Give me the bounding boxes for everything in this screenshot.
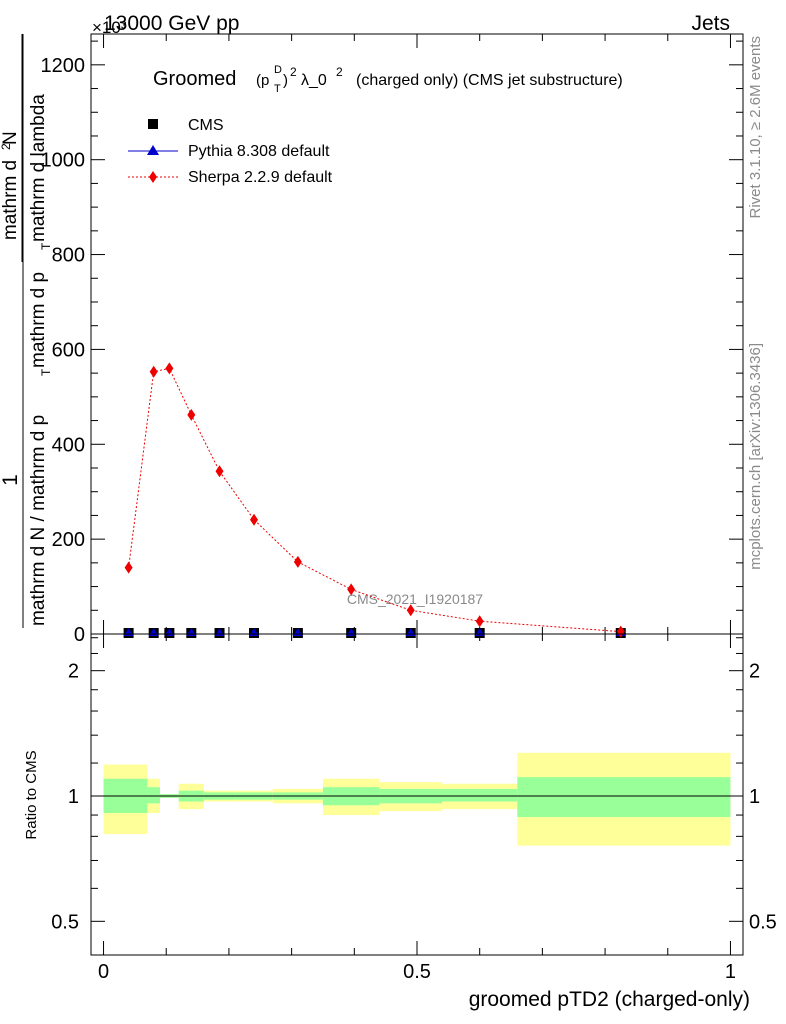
legend-cms-label: CMS [188, 117, 224, 134]
ylabel-numer-top: mathrm d [0, 160, 21, 240]
legend: CMS Pythia 8.308 default Sherpa 2.2.9 de… [128, 117, 333, 186]
ylabel-ratio-text: mathrm d N / mathrm d p [28, 415, 49, 626]
ratio-xtick-label: 0.5 [403, 961, 431, 983]
ylabel-denom-sub: T [39, 242, 53, 250]
legend-pythia-marker [147, 145, 159, 155]
ylabel-denom-b: mathrm d lambda [28, 94, 49, 242]
main-y-axis-label: 1 mathrm d N / mathrm d p T mathrm d 2 N… [0, 34, 53, 628]
main-ytick-label: 1000 [41, 150, 86, 172]
ratio-band-green [517, 777, 731, 818]
main-ytick-label: 800 [52, 245, 85, 267]
sherpa-line [128, 367, 621, 633]
title-sup-2: 2 [290, 65, 297, 79]
sherpa-point [616, 625, 625, 638]
ratio-y-axis: 0.5 0.5 1 1 2 2 [51, 637, 777, 933]
analysis-watermark: CMS_2021_I1920187 [347, 591, 483, 607]
sherpa-point [215, 465, 224, 478]
ratio-ytick-label-right: 2 [749, 661, 760, 683]
legend-cms-marker [148, 119, 158, 129]
ratio-y-axis-label: Ratio to CMS [23, 750, 40, 839]
ratio-band-green [442, 788, 518, 802]
ratio-band-green [147, 787, 160, 804]
sherpa-point [347, 583, 356, 596]
ratio-ytick-label-left: 1 [68, 786, 79, 808]
sherpa-point [406, 604, 415, 617]
ratio-ytick-label-right: 1 [749, 786, 760, 808]
ratio-ytick-label-left: 0.5 [51, 911, 79, 933]
x-axis-label: groomed pTD2 (charged-only) [469, 988, 750, 1011]
ratio-xtick-label: 0 [98, 961, 109, 983]
jets-label: Jets [691, 12, 730, 35]
legend-pythia-label: Pythia 8.308 default [188, 143, 330, 160]
ylabel-ratio-sub: T [39, 368, 53, 376]
main-ytick-label: 0 [74, 624, 85, 646]
ylabel-denom-a: mathrm d p [28, 272, 49, 368]
ratio-ytick-label-right: 0.5 [749, 911, 777, 933]
sherpa-point [293, 555, 302, 568]
title-sup-d: D [274, 64, 282, 76]
ylabel-numer-bot: N [0, 131, 21, 145]
sherpa-point [187, 408, 196, 421]
main-ytick-label: 200 [52, 529, 85, 551]
sherpa-point [165, 362, 174, 375]
title-groomed: Groomed [153, 68, 236, 90]
main-y-axis: 0 200 400 600 800 1000 1200 [41, 40, 743, 646]
scale-exponent: ×10³ [92, 18, 127, 37]
title-sup-2b: 2 [336, 65, 343, 79]
plot-title: Groomed (p D T ) 2 λ_0 2 (charged only) … [153, 64, 623, 95]
legend-sherpa-label: Sherpa 2.2.9 default [188, 169, 333, 186]
sherpa-point [475, 615, 484, 628]
ylabel-one: 1 [0, 474, 22, 486]
ratio-ytick-label-left: 2 [68, 661, 79, 683]
title-sub-t: T [274, 83, 281, 95]
title-rest: (charged only) (CMS jet substructure) [356, 72, 623, 89]
mcplots-label: mcplots.cern.ch [arXiv:1306.3436] [747, 343, 764, 570]
collision-energy-label: 13000 GeV pp [104, 12, 239, 35]
main-ytick-label: 600 [52, 339, 85, 361]
ratio-bands [103, 752, 743, 846]
title-close: ) [283, 72, 288, 89]
title-p: (p [256, 72, 269, 89]
sherpa-point [124, 561, 133, 574]
ratio-xtick-label: 1 [725, 961, 736, 983]
main-ytick-label: 1200 [41, 55, 86, 77]
sherpa-point [250, 513, 258, 526]
title-lambda: λ_0 [301, 72, 327, 89]
ylabel-numer-sup: 2 [0, 143, 13, 150]
ratio-x-axis: 0 0.5 1 [98, 634, 736, 983]
main-x-axis [103, 34, 731, 634]
sherpa-point [149, 365, 158, 378]
legend-sherpa-marker [149, 171, 157, 183]
rivet-version-label: Rivet 3.1.10, ≥ 2.6M events [747, 36, 764, 219]
main-ytick-label: 400 [52, 434, 85, 456]
